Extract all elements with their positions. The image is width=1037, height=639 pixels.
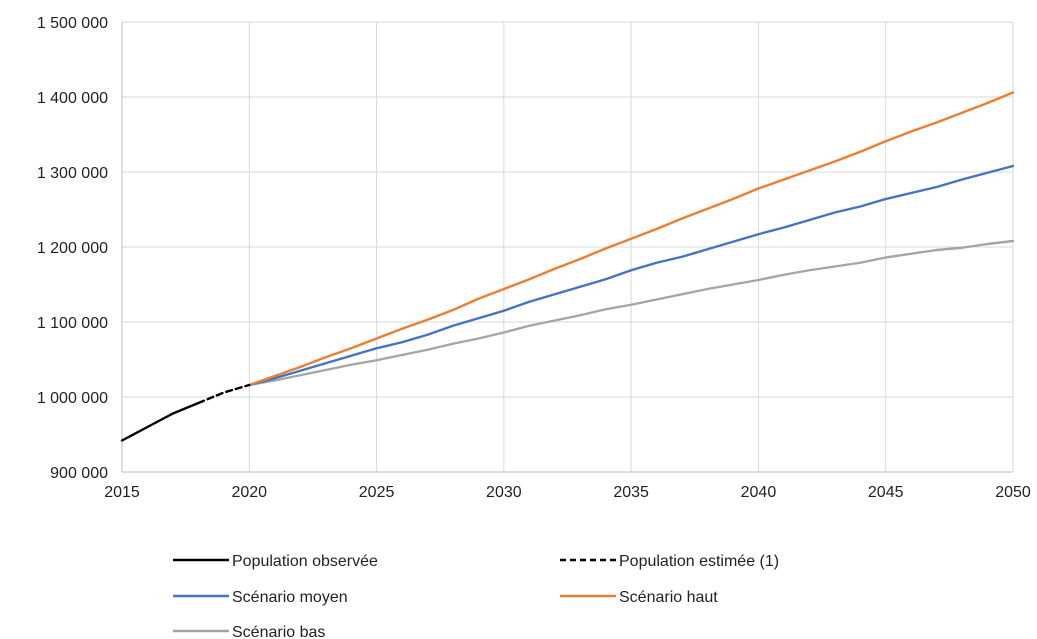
- y-tick-label: 1 300 000: [37, 165, 108, 182]
- legend-item-scenario-bas: Scénario bas: [173, 624, 325, 639]
- y-tick-label: 1 200 000: [37, 240, 108, 257]
- legend-item-population-observee: Population observée: [173, 553, 378, 570]
- legend-label: Scénario bas: [232, 624, 325, 639]
- legend-label: Population observée: [232, 553, 378, 570]
- legend-label: Scénario moyen: [232, 589, 348, 606]
- x-tick-label: 2015: [104, 484, 140, 501]
- series-line-scenario-bas: [248, 239, 1015, 387]
- legend-label: Scénario haut: [619, 589, 718, 606]
- legend-item-scenario-haut: Scénario haut: [560, 589, 718, 606]
- x-tick-label: 2020: [231, 484, 267, 501]
- x-tick-label: 2035: [613, 484, 649, 501]
- y-tick-label: 1 500 000: [37, 15, 108, 32]
- x-tick-label: 2040: [741, 484, 777, 501]
- series-line-population-observee: [120, 401, 200, 442]
- y-tick-label: 1 000 000: [37, 390, 108, 407]
- x-tick-label: 2045: [868, 484, 904, 501]
- series-line-scenario-moyen: [248, 164, 1015, 387]
- y-tick-label: 900 000: [50, 465, 108, 482]
- series-line-population-estimee-1: [197, 383, 251, 405]
- legend-item-population-estimee-1: Population estimée (1): [560, 553, 779, 570]
- series-line-scenario-haut: [248, 91, 1015, 387]
- legend-label: Population estimée (1): [619, 553, 779, 570]
- x-tick-label: 2050: [995, 484, 1031, 501]
- x-tick-label: 2030: [486, 484, 522, 501]
- axes: 900 000 1 000 000 1 100 000 1 200 000 1 300 …: [37, 15, 1031, 501]
- legend: Population observée Population estimée (1…: [173, 553, 779, 639]
- y-tick-label: 1 400 000: [37, 90, 108, 107]
- y-tick-label: 1 100 000: [37, 315, 108, 332]
- series-lines: [120, 91, 1015, 442]
- x-tick-label: 2025: [359, 484, 395, 501]
- grid: [122, 21, 1014, 472]
- legend-item-scenario-moyen: Scénario moyen: [173, 589, 348, 606]
